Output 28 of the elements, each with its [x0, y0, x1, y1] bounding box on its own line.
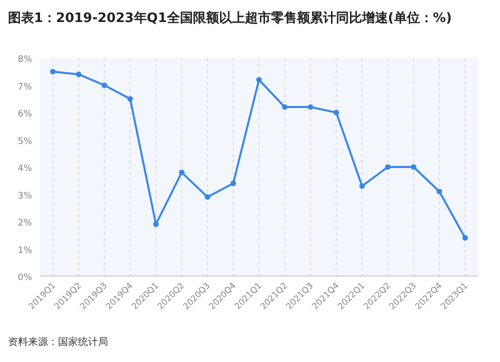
y-tick-label: 4% [18, 164, 32, 174]
point [127, 96, 133, 102]
point [102, 82, 108, 88]
point [50, 68, 56, 74]
text: 资料来源：国家统计局 [8, 336, 108, 348]
point [256, 77, 262, 83]
y-tick-label: 7% [18, 82, 32, 92]
y-tick-label: 2% [18, 218, 32, 228]
y-tick-label: 3% [18, 191, 32, 202]
y-tick-label: 5% [18, 136, 32, 147]
y-tick-label: 8% [18, 55, 32, 65]
chart-title: 图表1：2019-2023年Q1全国限额以上超市零售额累计同比增速(单位：%) [8, 10, 452, 26]
point [359, 183, 365, 189]
point [282, 104, 288, 110]
point [333, 110, 340, 116]
point [76, 72, 82, 78]
point [308, 104, 314, 110]
y-tick-label: 0% [18, 273, 32, 283]
point [204, 194, 210, 200]
y-tick-label: 1% [18, 246, 32, 256]
point [462, 235, 468, 241]
point [153, 221, 159, 228]
y-tick-label: 6% [18, 110, 32, 120]
point [385, 164, 391, 170]
point [230, 180, 236, 186]
point [436, 188, 442, 194]
point [178, 170, 185, 176]
point [410, 164, 416, 170]
